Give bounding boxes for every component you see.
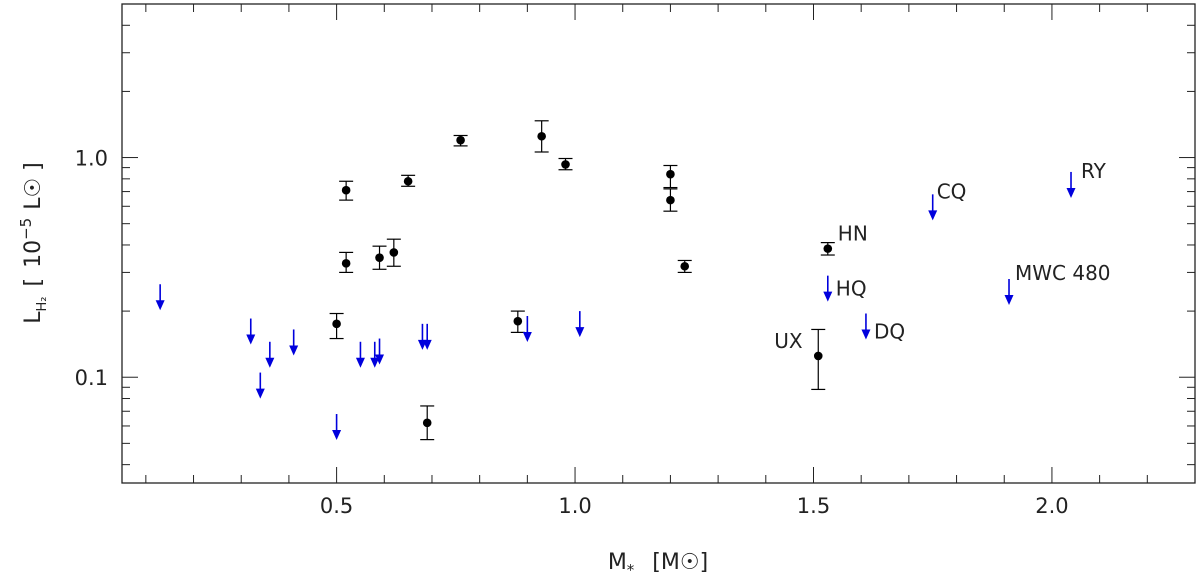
upper-limit-arrow bbox=[255, 372, 265, 399]
star-label: CQ bbox=[937, 179, 967, 203]
detection-point bbox=[372, 245, 387, 270]
upper-limit-arrow bbox=[289, 329, 299, 356]
y-label-exponent: −5 bbox=[17, 218, 35, 240]
upper-limit-arrow bbox=[370, 341, 380, 368]
y-tick-label: 0.1 bbox=[75, 366, 108, 390]
star-label: HN bbox=[838, 222, 868, 246]
upper-limit-arrow bbox=[928, 194, 938, 221]
detection-point bbox=[663, 188, 678, 212]
arrow-head bbox=[255, 388, 265, 399]
arrow-head bbox=[370, 357, 380, 368]
star-label: RY bbox=[1081, 159, 1107, 183]
detection-point bbox=[339, 180, 354, 201]
detection-marker bbox=[680, 261, 690, 271]
detection-point bbox=[663, 164, 678, 189]
x-axis-label: M* [M☉] bbox=[608, 550, 708, 579]
upper-limit-arrow bbox=[355, 341, 365, 368]
detection-marker bbox=[375, 253, 384, 263]
detection-marker bbox=[341, 185, 351, 195]
detection-point bbox=[811, 328, 826, 391]
y-tick-label: 1.0 bbox=[75, 147, 108, 171]
arrow-head bbox=[265, 357, 275, 368]
detection-point bbox=[820, 242, 835, 256]
y-label-subscript: H₂ bbox=[35, 297, 50, 312]
detection-marker bbox=[403, 176, 413, 186]
detection-marker bbox=[537, 131, 546, 141]
detection-point bbox=[534, 120, 549, 153]
detection-marker bbox=[823, 244, 833, 253]
detection-marker bbox=[666, 169, 675, 179]
upper-limit-arrow bbox=[575, 311, 585, 338]
detection-point bbox=[510, 310, 525, 333]
arrow-head bbox=[928, 210, 938, 221]
x-tick-label: 0.5 bbox=[320, 494, 353, 518]
detection-point bbox=[339, 251, 354, 274]
x-label-units: [M☉] bbox=[652, 550, 708, 575]
y-label-l: L bbox=[21, 311, 46, 324]
upper-limit-arrow bbox=[1066, 171, 1076, 198]
arrow-head bbox=[1004, 294, 1014, 305]
upper-limit-arrow bbox=[823, 275, 833, 302]
arrow-head bbox=[522, 331, 532, 342]
upper-limit-arrow bbox=[246, 318, 256, 345]
y-tick-labels: 0.1 1.0 bbox=[75, 147, 108, 391]
y-label-factor: 10 bbox=[21, 240, 46, 268]
detection-marker bbox=[666, 195, 675, 205]
upper-limit-arrow bbox=[861, 313, 871, 340]
x-tick-label: 2.0 bbox=[1035, 494, 1068, 518]
y-label-units: L☉ ] bbox=[21, 162, 46, 210]
arrow-head bbox=[861, 329, 871, 340]
axis-ticks bbox=[122, 3, 1195, 483]
detection-point bbox=[420, 405, 435, 441]
detections-series bbox=[329, 120, 835, 441]
x-tick-labels: 0.5 1.0 1.5 2.0 bbox=[320, 494, 1069, 518]
arrow-head bbox=[246, 334, 256, 345]
x-label-m: M bbox=[608, 550, 627, 575]
star-label: HQ bbox=[836, 277, 867, 301]
plot-frame bbox=[121, 3, 1196, 484]
detection-point bbox=[677, 259, 692, 274]
detection-marker bbox=[561, 160, 570, 169]
star-annotations: UX HN HQ DQ CQ MWC 480 RY bbox=[774, 159, 1110, 353]
detection-point bbox=[453, 134, 468, 147]
upper-limit-arrow bbox=[522, 315, 532, 342]
detection-marker bbox=[513, 316, 523, 326]
upper-limit-arrow bbox=[332, 414, 342, 441]
arrow-head bbox=[1066, 187, 1076, 198]
detection-marker bbox=[813, 351, 823, 361]
arrow-head bbox=[375, 354, 385, 365]
upper-limit-arrow bbox=[422, 323, 432, 350]
upper-limit-arrow bbox=[1004, 278, 1014, 305]
arrow-head bbox=[422, 339, 432, 350]
arrow-head bbox=[355, 357, 365, 368]
detection-marker bbox=[341, 259, 351, 268]
detection-point bbox=[401, 174, 416, 187]
x-label-subscript: * bbox=[627, 561, 635, 579]
detection-marker bbox=[456, 135, 465, 145]
upper-limit-arrow bbox=[375, 338, 385, 365]
y-axis-label: LH₂ [10−5 L☉ ] bbox=[17, 162, 50, 324]
detection-point bbox=[329, 312, 344, 340]
upper-limit-arrow bbox=[265, 341, 275, 368]
detection-point bbox=[386, 238, 401, 267]
arrow-head bbox=[823, 291, 833, 302]
arrow-head bbox=[289, 345, 299, 356]
detection-marker bbox=[389, 248, 399, 257]
detection-marker bbox=[422, 418, 432, 428]
detection-point bbox=[558, 157, 573, 171]
star-label: DQ bbox=[874, 320, 905, 344]
upper-limit-arrow bbox=[155, 284, 165, 311]
upper-limits-series bbox=[155, 171, 1076, 441]
star-label: UX bbox=[774, 329, 803, 353]
arrow-head bbox=[155, 300, 165, 311]
y-label-bracket-open: [ bbox=[21, 278, 46, 287]
arrow-head bbox=[332, 430, 342, 441]
x-tick-label: 1.0 bbox=[558, 494, 591, 518]
detection-marker bbox=[332, 319, 341, 329]
arrow-head bbox=[575, 327, 585, 338]
star-label: MWC 480 bbox=[1015, 261, 1111, 285]
x-tick-label: 1.5 bbox=[797, 494, 830, 518]
